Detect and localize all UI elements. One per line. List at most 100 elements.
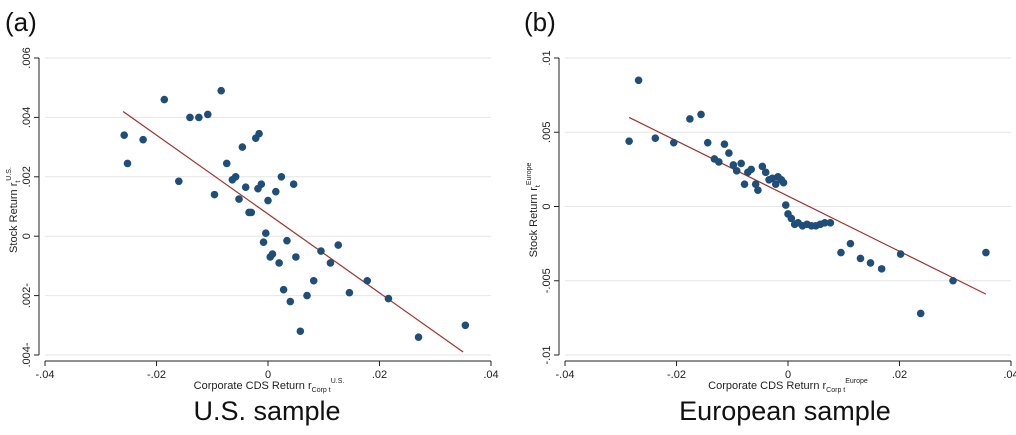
data-point-a-12	[231, 173, 240, 181]
y-tick-label-a-5: .006	[21, 47, 33, 68]
data-point-a-15	[241, 183, 250, 191]
x-axis-label-b: Corporate CDS Return rCorp tEurope	[708, 378, 868, 394]
data-point-b-12	[732, 167, 741, 175]
data-point-a-42	[363, 276, 372, 285]
data-point-b-45	[916, 309, 925, 318]
data-point-a-35	[296, 327, 305, 336]
data-point-a-14	[238, 143, 247, 151]
data-point-a-7	[203, 110, 212, 119]
data-point-a-38	[317, 247, 325, 255]
data-point-b-18	[754, 186, 762, 194]
data-point-b-1	[634, 76, 643, 85]
data-point-a-1	[123, 159, 132, 168]
data-point-a-37	[309, 276, 318, 285]
data-point-a-27	[272, 187, 280, 196]
data-point-a-45	[461, 321, 470, 330]
data-point-b-6	[703, 138, 712, 147]
data-point-a-23	[261, 229, 270, 238]
data-point-b-11	[729, 161, 738, 169]
x-tick-label-b-3: .02	[892, 369, 907, 381]
y-tick-label-a-2: 0	[21, 233, 33, 239]
data-point-a-0	[120, 131, 128, 140]
data-point-a-13	[235, 195, 243, 203]
data-point-b-39	[837, 248, 845, 257]
data-point-b-23	[771, 180, 780, 189]
y-tick-label-b-0: -.01	[541, 346, 553, 365]
data-point-a-40	[334, 241, 343, 249]
data-point-a-28	[275, 259, 283, 267]
data-point-b-19	[758, 162, 767, 171]
y-tick-label-b-1: -.005	[541, 268, 553, 293]
data-point-b-9	[720, 140, 729, 148]
data-point-a-9	[217, 86, 225, 95]
y-tick-label-a-4: .004	[21, 107, 33, 128]
data-point-a-20	[255, 129, 263, 138]
data-point-b-5	[697, 110, 705, 119]
data-point-b-43	[877, 265, 886, 273]
data-point-a-29	[277, 173, 286, 181]
data-point-b-20	[761, 168, 770, 177]
scatter-plot-a: .004- .002- 0 .002 .004 .006 -.04 -.02 0 .02 .04	[21, 47, 499, 381]
data-point-b-44	[896, 250, 905, 258]
data-point-a-34	[292, 253, 300, 261]
y-tick-label-a-0: .004-	[21, 342, 33, 367]
data-point-b-47	[982, 248, 990, 257]
y-tick-label-b-3: .005	[541, 122, 553, 143]
data-point-a-5	[186, 113, 194, 122]
data-point-a-8	[210, 190, 219, 199]
data-point-a-30	[279, 285, 288, 294]
data-point-b-29	[787, 214, 796, 223]
data-point-a-21	[257, 180, 266, 189]
data-point-b-37	[820, 219, 829, 227]
data-point-a-44	[414, 333, 423, 341]
data-point-a-26	[268, 250, 277, 258]
data-point-b-41	[856, 254, 865, 263]
data-point-b-38	[826, 219, 835, 227]
data-point-b-16	[747, 165, 756, 174]
data-point-b-26	[779, 178, 788, 187]
x-tick-label-a-2: 0	[265, 369, 271, 381]
data-point-a-3	[160, 95, 169, 104]
data-point-a-22	[259, 238, 268, 246]
data-point-a-17	[247, 208, 256, 217]
y-axis-label-a: Stock Return rtU.S.	[6, 167, 22, 253]
data-point-b-4	[686, 115, 694, 123]
data-point-a-32	[286, 297, 295, 306]
data-point-a-24	[264, 196, 272, 205]
data-point-a-31	[283, 236, 291, 245]
x-tick-label-a-4: .04	[483, 369, 498, 381]
x-tick-label-a-0: -.04	[36, 369, 55, 381]
data-point-b-42	[866, 259, 875, 267]
panel-tag-b: (b)	[524, 7, 556, 37]
data-point-b-2	[651, 134, 660, 142]
data-point-a-39	[326, 259, 335, 267]
fit-line-b	[628, 116, 987, 295]
data-point-a-6	[195, 113, 203, 122]
caption-b: European sample	[679, 396, 891, 426]
y-axis-label-b: Stock Return rtEurope	[526, 162, 542, 257]
x-tick-label-b-2: 0	[785, 369, 791, 381]
caption-a: U.S. sample	[193, 396, 340, 426]
data-point-b-46	[949, 276, 957, 285]
fit-line-a	[122, 110, 464, 353]
data-point-b-14	[740, 180, 749, 189]
x-tick-label-a-1: -.02	[147, 369, 166, 381]
scatter-plot-b: -.01 -.005 0 .005 .01 -.04 -.02 0 .02 .04	[541, 50, 1016, 381]
data-point-b-0	[625, 137, 633, 145]
data-point-a-10	[222, 159, 231, 168]
y-tick-label-a-3: .002	[21, 166, 33, 187]
data-point-b-3	[669, 138, 678, 147]
data-point-b-8	[715, 158, 723, 166]
data-point-a-36	[303, 291, 311, 300]
data-point-a-41	[345, 288, 354, 297]
y-tick-label-b-2: 0	[541, 203, 553, 209]
x-tick-label-b-0: -.04	[556, 369, 575, 381]
data-point-b-40	[846, 239, 855, 248]
data-point-a-33	[289, 180, 298, 189]
data-point-a-4	[175, 177, 183, 186]
data-point-a-43	[384, 294, 393, 303]
y-tick-label-b-4: .01	[541, 50, 553, 65]
data-point-b-27	[781, 201, 790, 209]
x-tick-label-b-1: -.02	[667, 369, 686, 381]
data-point-a-2	[139, 135, 147, 144]
